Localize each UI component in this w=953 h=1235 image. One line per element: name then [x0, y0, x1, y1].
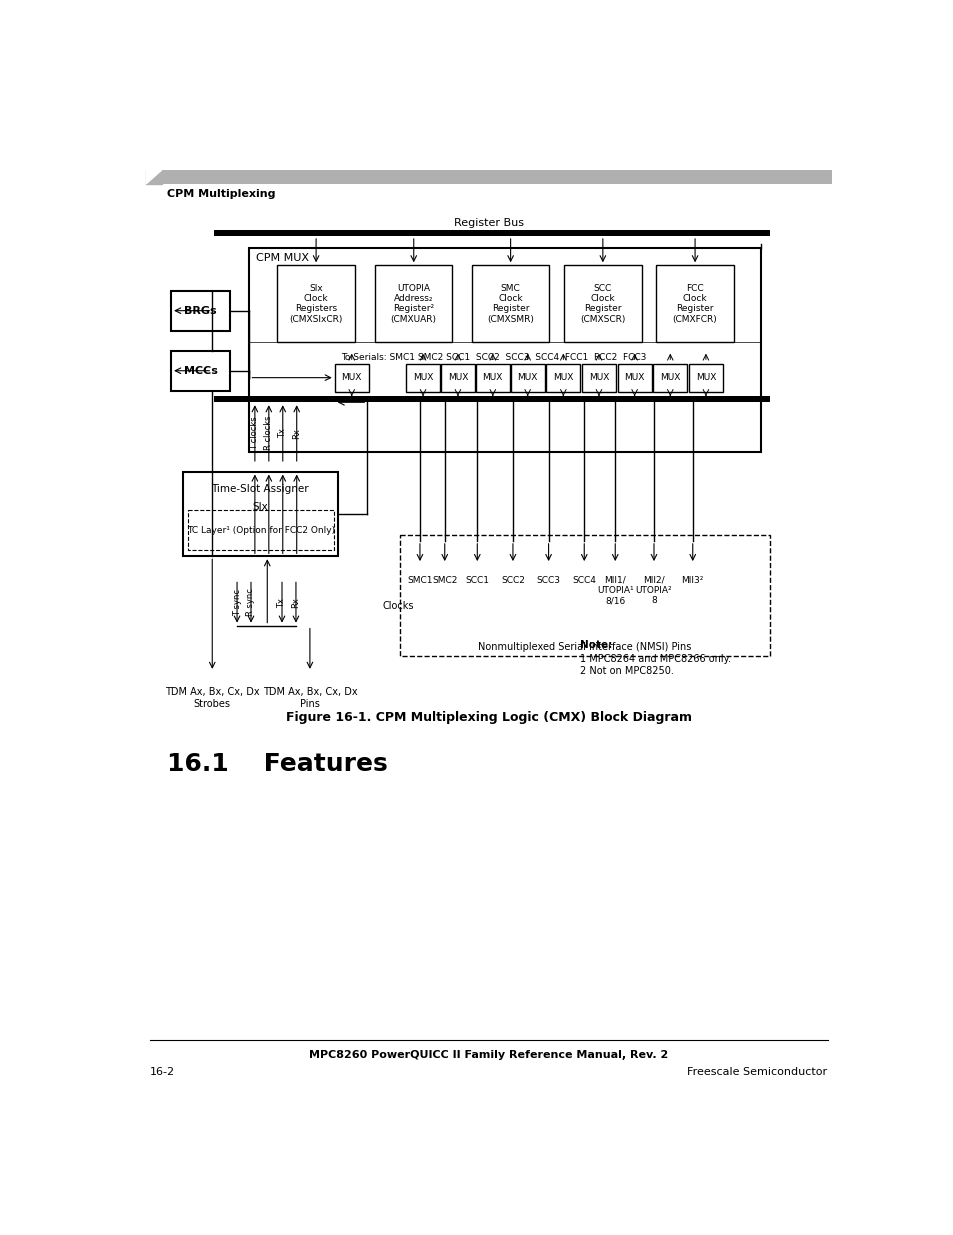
Text: UTOPIA
Address₂
Register²
(CMXUAR): UTOPIA Address₂ Register² (CMXUAR)	[391, 284, 436, 324]
Text: Clocks: Clocks	[382, 601, 414, 611]
Text: T sync: T sync	[233, 589, 241, 616]
Text: MUX: MUX	[695, 373, 716, 382]
Text: MUX: MUX	[341, 373, 361, 382]
Text: MII3²: MII3²	[680, 576, 703, 584]
Text: To Serials: SMC1 SMC2 SCC1  SCC2  SCC3  SCC4  FCC1  FCC2  FCC3: To Serials: SMC1 SMC2 SCC1 SCC2 SCC3 SCC…	[340, 353, 645, 362]
Text: MII2/
UTOPIA²
8: MII2/ UTOPIA² 8	[635, 576, 672, 605]
Text: TDM Ax, Bx, Cx, Dx
Strobes: TDM Ax, Bx, Cx, Dx Strobes	[165, 687, 259, 709]
Text: BRGs: BRGs	[184, 306, 216, 316]
Text: Register Bus: Register Bus	[454, 217, 523, 228]
Bar	[146, 169, 831, 184]
Bar	[476, 364, 509, 391]
Text: 2 Not on MPC8250.: 2 Not on MPC8250.	[579, 666, 674, 676]
Text: SIx: SIx	[253, 503, 268, 513]
Text: MUX: MUX	[413, 373, 433, 382]
Text: Nonmultiplexed Serial Interface (NMSI) Pins: Nonmultiplexed Serial Interface (NMSI) P…	[477, 642, 691, 652]
Text: Figure 16-1. CPM Multiplexing Logic (CMX) Block Diagram: Figure 16-1. CPM Multiplexing Logic (CMX…	[286, 711, 691, 725]
Text: SIx
Clock
Registers
(CMXSIxCR): SIx Clock Registers (CMXSIxCR)	[289, 284, 342, 324]
Bar	[563, 266, 641, 342]
Text: SCC1: SCC1	[465, 576, 489, 584]
Text: SMC
Clock
Register
(CMXSMR): SMC Clock Register (CMXSMR)	[487, 284, 534, 324]
Text: CPM MUX: CPM MUX	[255, 252, 309, 263]
Text: R sync: R sync	[246, 589, 255, 616]
Bar	[171, 290, 230, 331]
Text: MPC8260 PowerQUICC II Family Reference Manual, Rev. 2: MPC8260 PowerQUICC II Family Reference M…	[309, 1050, 668, 1061]
Text: MUX: MUX	[553, 373, 573, 382]
Text: R clocks: R clocks	[264, 416, 274, 451]
Bar	[406, 364, 439, 391]
Text: SCC
Clock
Register
(CMXSCR): SCC Clock Register (CMXSCR)	[579, 284, 625, 324]
Bar	[213, 230, 769, 236]
Text: MUX: MUX	[659, 373, 679, 382]
Bar	[581, 364, 616, 391]
Text: MCCs: MCCs	[184, 366, 217, 375]
Bar	[335, 364, 369, 391]
Bar	[183, 472, 337, 556]
Bar	[688, 364, 722, 391]
Text: 16.1    Features: 16.1 Features	[167, 752, 388, 777]
Text: CPM Multiplexing: CPM Multiplexing	[167, 189, 275, 199]
Text: TC Layer¹ (Option for FCC2 Only): TC Layer¹ (Option for FCC2 Only)	[187, 526, 335, 535]
Text: SCC2: SCC2	[500, 576, 524, 584]
Text: SCC4: SCC4	[572, 576, 596, 584]
Bar	[171, 351, 230, 390]
Text: SMC1: SMC1	[407, 576, 433, 584]
Text: T clocks: T clocks	[250, 416, 259, 450]
Polygon shape	[146, 169, 162, 184]
Text: Rx: Rx	[292, 427, 301, 438]
Text: MUX: MUX	[517, 373, 537, 382]
Text: MII1/
UTOPIA¹
8/16: MII1/ UTOPIA¹ 8/16	[597, 576, 633, 605]
Text: Tx: Tx	[278, 429, 287, 438]
Bar	[399, 535, 769, 656]
Bar	[213, 396, 769, 403]
Bar	[546, 364, 579, 391]
Bar	[653, 364, 686, 391]
Bar	[249, 248, 760, 452]
Bar	[656, 266, 733, 342]
Text: Rx: Rx	[292, 597, 300, 608]
Bar	[440, 364, 475, 391]
Text: 16-2: 16-2	[150, 1067, 175, 1077]
Text: Freescale Semiconductor: Freescale Semiconductor	[687, 1067, 827, 1077]
Text: FCC
Clock
Register
(CMXFCR): FCC Clock Register (CMXFCR)	[672, 284, 717, 324]
Text: SMC2: SMC2	[432, 576, 456, 584]
Text: Tx: Tx	[277, 598, 286, 608]
Bar	[375, 266, 452, 342]
Text: 1 MPC8264 and MPC8266 only.: 1 MPC8264 and MPC8266 only.	[579, 653, 731, 663]
Text: Time-Slot Assigner: Time-Slot Assigner	[212, 484, 309, 494]
Bar	[277, 266, 355, 342]
Text: SCC3: SCC3	[536, 576, 560, 584]
Bar	[617, 364, 651, 391]
Text: MUX: MUX	[588, 373, 609, 382]
Text: MUX: MUX	[447, 373, 468, 382]
Text: TDM Ax, Bx, Cx, Dx
Pins: TDM Ax, Bx, Cx, Dx Pins	[262, 687, 356, 709]
Polygon shape	[146, 169, 162, 184]
Text: Note:: Note:	[579, 640, 612, 650]
Text: MUX: MUX	[482, 373, 502, 382]
Bar	[472, 266, 549, 342]
Bar	[510, 364, 544, 391]
Bar	[188, 510, 334, 550]
Text: MUX: MUX	[624, 373, 644, 382]
